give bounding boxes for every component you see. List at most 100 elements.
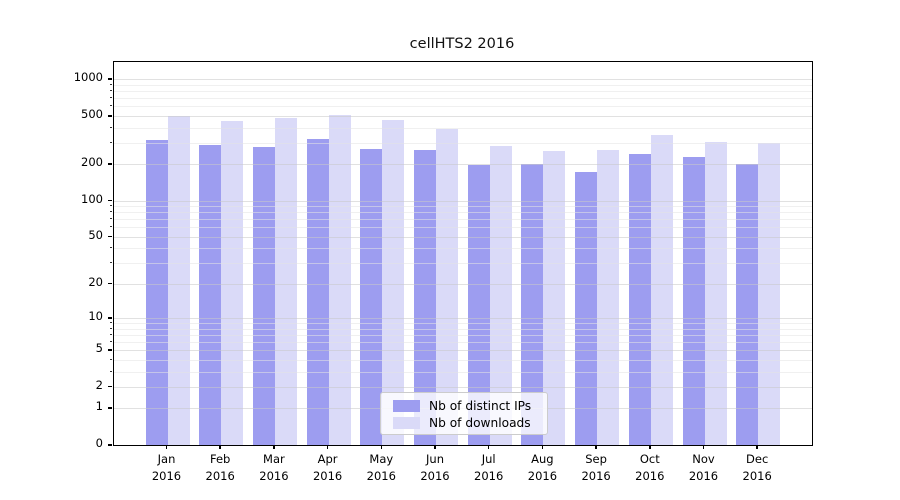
y-tick-mark — [108, 444, 112, 446]
y-tick-mark — [108, 163, 112, 165]
y-tick-mark — [108, 317, 112, 319]
x-tick-mark — [380, 445, 383, 449]
legend-swatch-distinct-ips — [393, 399, 420, 412]
gridline-major — [114, 283, 812, 285]
x-tick-label: Jan 2016 — [151, 452, 182, 483]
y-tick-label: 5 — [95, 341, 103, 356]
y-minor-tick-mark — [109, 218, 112, 220]
y-minor-tick-mark — [109, 90, 112, 92]
y-minor-tick-mark — [109, 327, 112, 329]
y-tick-label: 50 — [88, 227, 103, 242]
x-tick-mark — [487, 445, 490, 449]
bar-downloads — [489, 145, 512, 445]
gridline-major — [114, 164, 812, 166]
x-tick-label: Jul 2016 — [474, 452, 504, 483]
y-tick-label: 10 — [88, 309, 103, 324]
y-tick-label: 2 — [95, 377, 103, 392]
bar-distinct-ips — [145, 139, 168, 445]
gridline-major — [114, 79, 812, 81]
y-minor-tick-mark — [109, 262, 112, 264]
bar-downloads — [436, 129, 458, 445]
x-tick-mark — [595, 445, 597, 449]
bar-distinct-ips — [575, 172, 598, 445]
x-tick-label: Sep 2016 — [581, 452, 611, 483]
x-tick-mark — [541, 445, 544, 449]
x-tick-label: Apr 2016 — [312, 452, 343, 483]
bar-downloads — [328, 115, 351, 445]
bar-distinct-ips — [628, 153, 651, 445]
gridline-minor — [114, 227, 812, 229]
y-minor-tick-mark — [109, 126, 112, 128]
x-tick-label: Dec 2016 — [742, 452, 772, 483]
gridline-major — [114, 350, 812, 352]
x-tick-label: Aug 2016 — [527, 452, 558, 483]
y-minor-tick-mark — [109, 105, 112, 107]
gridline-minor — [114, 263, 812, 265]
gridline-minor — [114, 206, 812, 208]
x-tick-label: Oct 2016 — [635, 452, 665, 483]
gridline-minor — [114, 106, 812, 108]
legend: Nb of distinct IPs Nb of downloads — [380, 392, 548, 435]
gridline-minor — [114, 91, 812, 93]
y-tick-label: 500 — [81, 107, 103, 122]
gridline-minor — [114, 334, 812, 336]
x-tick-mark — [702, 445, 705, 449]
gridline-minor — [114, 142, 812, 144]
y-minor-tick-mark — [109, 341, 112, 343]
y-tick-label: 0 — [95, 436, 103, 450]
y-minor-tick-mark — [109, 322, 112, 324]
y-minor-tick-mark — [109, 83, 112, 85]
gridline-minor — [114, 248, 812, 250]
bar-downloads — [221, 120, 244, 445]
x-tick-label: Jun 2016 — [420, 452, 450, 483]
y-minor-tick-mark — [109, 205, 112, 207]
bar-distinct-ips — [467, 165, 490, 445]
x-tick-mark — [273, 445, 275, 449]
gridline-minor — [114, 98, 812, 100]
gridline-minor — [114, 371, 812, 373]
bar-distinct-ips — [521, 163, 544, 445]
gridline-minor — [114, 219, 812, 221]
y-tick-mark — [108, 235, 112, 238]
gridline-minor — [114, 328, 812, 330]
bar-downloads — [597, 150, 620, 445]
y-tick-label: 100 — [81, 191, 103, 206]
bar-downloads — [758, 142, 781, 445]
y-tick-label: 1000 — [73, 70, 103, 85]
y-minor-tick-mark — [109, 141, 112, 143]
y-minor-tick-mark — [109, 247, 112, 249]
y-tick-mark — [108, 282, 112, 285]
bar-distinct-ips — [736, 163, 759, 445]
x-tick-label: Mar 2016 — [259, 452, 289, 483]
x-tick-mark — [165, 445, 168, 449]
y-minor-tick-mark — [109, 97, 112, 99]
bar-downloads — [274, 117, 297, 445]
x-tick-mark — [756, 445, 758, 449]
y-minor-tick-mark — [109, 211, 112, 213]
gridline-major — [114, 386, 812, 388]
gridline-major — [114, 318, 812, 320]
y-minor-tick-mark — [109, 333, 112, 335]
bar-downloads — [650, 135, 673, 445]
y-minor-tick-mark — [109, 358, 112, 360]
y-tick-label: 20 — [88, 274, 103, 289]
gridline-minor — [114, 212, 812, 214]
bar-distinct-ips — [306, 138, 329, 445]
bar-distinct-ips — [682, 156, 705, 445]
bar-distinct-ips — [414, 149, 436, 445]
bar-distinct-ips — [360, 149, 383, 445]
chart-title: cellHTS2 2016 — [409, 36, 515, 52]
bar-distinct-ips — [199, 145, 222, 445]
y-minor-tick-mark — [109, 226, 112, 228]
x-tick-mark — [649, 445, 651, 449]
bar-downloads — [167, 116, 190, 445]
bar-downloads — [543, 150, 566, 445]
y-tick-mark — [108, 78, 112, 80]
legend-label-distinct-ips: Nb of distinct IPs — [429, 398, 532, 413]
legend-item-downloads: Nb of downloads — [393, 416, 531, 430]
gridline-minor — [114, 323, 812, 325]
y-minor-tick-mark — [109, 370, 112, 372]
gridline-minor — [114, 359, 812, 361]
y-tick-mark — [108, 115, 112, 117]
